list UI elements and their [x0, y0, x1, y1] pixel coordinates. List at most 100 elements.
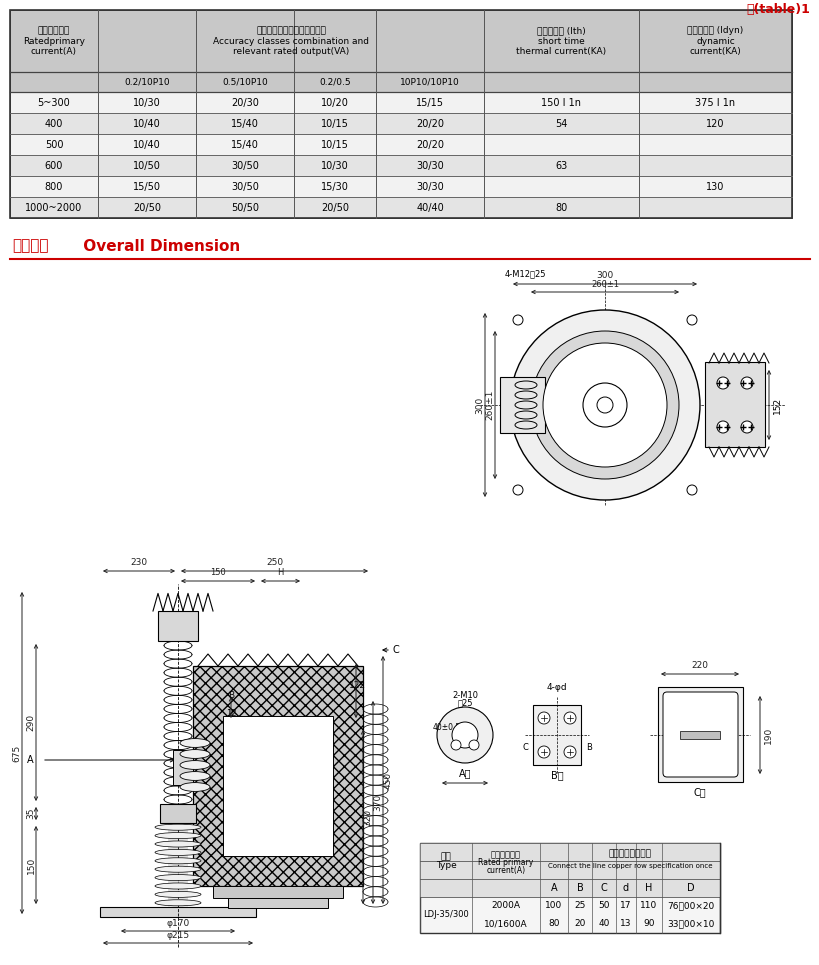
Text: 1000~2000: 1000~2000 [25, 203, 83, 212]
Text: 17: 17 [619, 901, 631, 911]
Text: 400: 400 [45, 119, 63, 128]
Text: Type: Type [435, 862, 456, 870]
Text: 10/50: 10/50 [133, 160, 161, 171]
Bar [168, 823, 188, 907]
Text: 0.2/0.5: 0.2/0.5 [319, 77, 351, 87]
Bar [532, 705, 581, 765]
Circle shape [450, 740, 460, 750]
Text: 30/50: 30/50 [231, 181, 259, 191]
Circle shape [513, 485, 523, 495]
Text: C: C [392, 645, 400, 655]
Bar [213, 886, 342, 898]
Text: Connect the line copper row specification once: Connect the line copper row specificatio… [547, 863, 712, 869]
Text: 120: 120 [705, 119, 724, 128]
Text: 300: 300 [475, 397, 484, 414]
Text: B向: B向 [550, 770, 563, 780]
Text: 600: 600 [45, 160, 63, 171]
Bar [657, 687, 742, 782]
Text: 450: 450 [383, 771, 392, 788]
Text: D: D [190, 809, 197, 818]
Text: 15/30: 15/30 [321, 181, 349, 191]
Bar [363, 704, 387, 907]
Ellipse shape [155, 841, 201, 847]
Text: 准确级组合及相应的额定输出
Accuracy classes combination and
relevant rated output(VA): 准确级组合及相应的额定输出 Accuracy classes combinati… [213, 26, 369, 56]
Text: Overall Dimension: Overall Dimension [78, 238, 240, 254]
Circle shape [686, 485, 696, 495]
Text: 80: 80 [548, 920, 559, 928]
Bar [10, 113, 791, 134]
Bar [10, 92, 791, 113]
Circle shape [513, 315, 523, 325]
Text: 260±1: 260±1 [590, 280, 618, 289]
Text: 13: 13 [619, 920, 631, 928]
Bar [100, 907, 256, 917]
Circle shape [537, 712, 550, 724]
Text: 0.2/10P10: 0.2/10P10 [124, 77, 170, 87]
Text: 4-φd: 4-φd [546, 682, 567, 692]
Text: 122: 122 [349, 681, 365, 691]
Text: A: A [550, 883, 557, 893]
Ellipse shape [155, 883, 201, 889]
Text: 0.5/10P10: 0.5/10P10 [222, 77, 268, 87]
Text: 110: 110 [640, 901, 657, 911]
Text: 15/40: 15/40 [231, 119, 259, 128]
Text: 230: 230 [130, 558, 147, 567]
Text: Rated primary: Rated primary [477, 859, 533, 868]
Ellipse shape [155, 899, 201, 906]
Ellipse shape [155, 849, 201, 855]
Text: 20: 20 [573, 920, 585, 928]
Bar [419, 843, 719, 933]
Text: 15/40: 15/40 [231, 140, 259, 150]
Text: 型号: 型号 [440, 852, 450, 862]
Bar [223, 716, 333, 856]
Text: 76或00×20: 76或00×20 [667, 901, 713, 911]
Text: 675: 675 [12, 744, 21, 761]
Ellipse shape [180, 738, 210, 748]
Text: 290: 290 [26, 714, 35, 731]
Text: 20/30: 20/30 [231, 97, 259, 107]
Text: C向: C向 [693, 787, 705, 797]
Text: 40±0.5: 40±0.5 [432, 723, 460, 731]
Text: 500: 500 [45, 140, 63, 150]
Text: 320: 320 [363, 809, 372, 826]
Text: 15/50: 15/50 [133, 181, 161, 191]
Bar [10, 155, 791, 176]
Text: 表(table)1: 表(table)1 [745, 3, 809, 16]
Ellipse shape [155, 867, 201, 872]
Text: B: B [228, 692, 233, 701]
Bar [173, 750, 192, 785]
Text: 54: 54 [554, 119, 567, 128]
Bar [10, 134, 791, 155]
Text: 10/30: 10/30 [321, 160, 348, 171]
Text: 80: 80 [554, 203, 567, 212]
Text: 2000A: 2000A [491, 901, 520, 911]
Circle shape [531, 331, 678, 479]
Circle shape [468, 740, 478, 750]
Text: 63: 63 [554, 160, 567, 171]
Text: 50: 50 [598, 901, 609, 911]
Text: 20/50: 20/50 [320, 203, 349, 212]
Text: 220: 220 [690, 661, 708, 670]
Text: B: B [576, 883, 582, 893]
Text: C: C [522, 743, 527, 752]
Text: 90: 90 [642, 920, 654, 928]
Ellipse shape [180, 783, 210, 791]
Text: C: C [600, 883, 607, 893]
Bar [704, 362, 764, 447]
Circle shape [509, 310, 699, 500]
Circle shape [686, 315, 696, 325]
Text: 10/1600A: 10/1600A [483, 920, 527, 928]
Text: 20/50: 20/50 [133, 203, 161, 212]
Text: 10P10/10P10: 10P10/10P10 [400, 77, 459, 87]
Text: 10/15: 10/15 [321, 119, 349, 128]
Text: 10/20: 10/20 [321, 97, 349, 107]
Text: 50/50: 50/50 [231, 203, 259, 212]
Ellipse shape [155, 892, 201, 897]
Text: current(A): current(A) [486, 867, 525, 875]
Circle shape [563, 746, 575, 758]
Bar [679, 731, 719, 739]
Text: 外形尺寸: 外形尺寸 [12, 238, 48, 254]
Text: B: B [586, 743, 591, 752]
Text: H: H [277, 568, 283, 577]
Text: A: A [27, 755, 34, 765]
